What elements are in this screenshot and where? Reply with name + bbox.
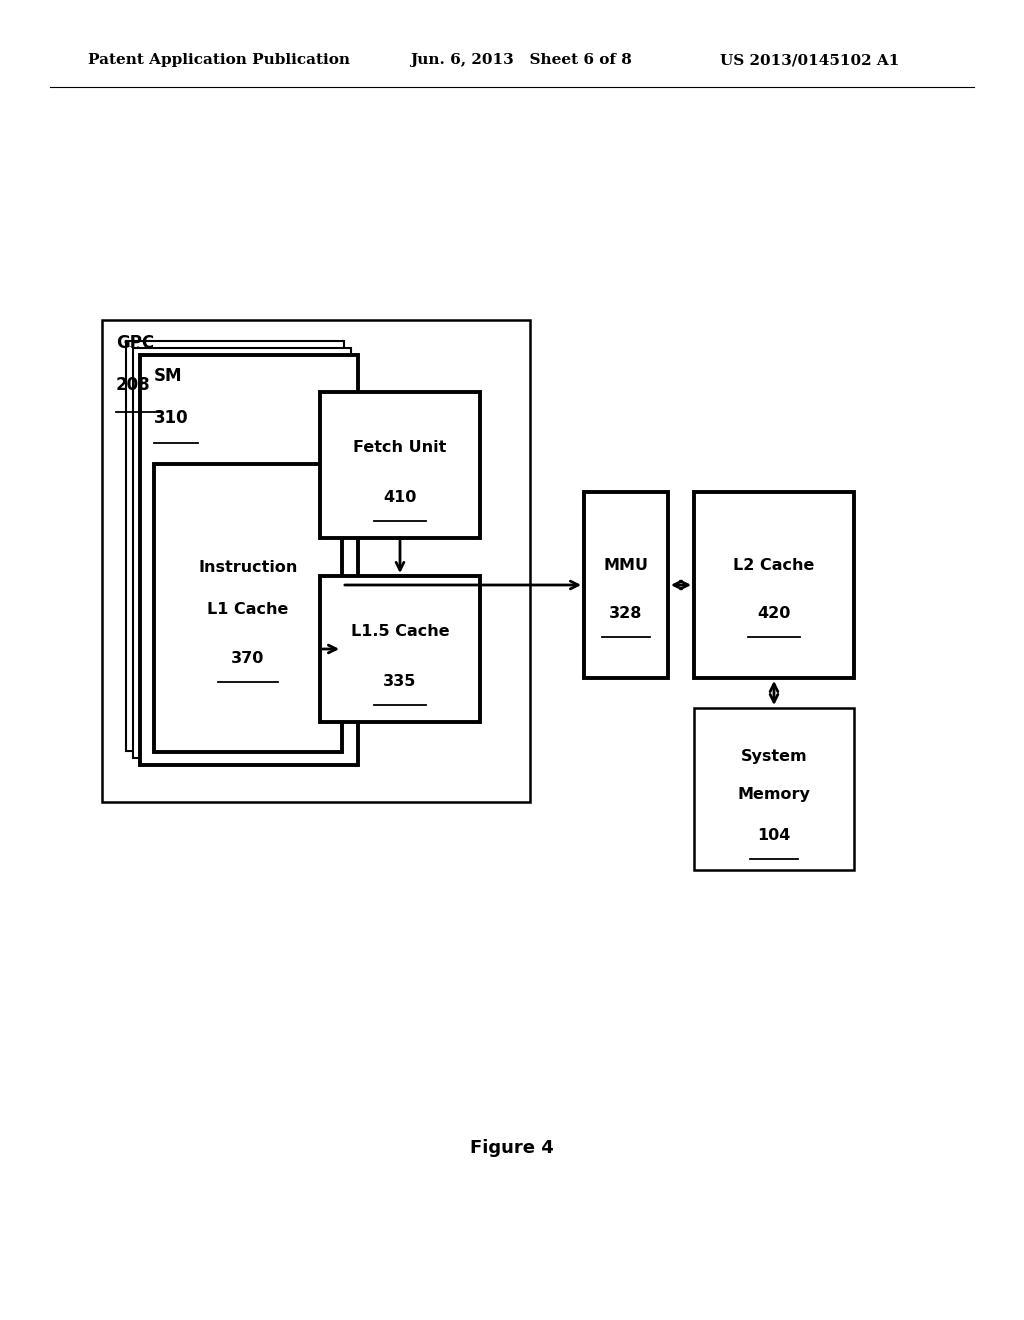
Bar: [694, 708, 854, 870]
Text: Jun. 6, 2013   Sheet 6 of 8: Jun. 6, 2013 Sheet 6 of 8: [410, 53, 632, 67]
Text: 370: 370: [231, 651, 264, 665]
Text: 328: 328: [609, 606, 643, 620]
Text: L1 Cache: L1 Cache: [207, 602, 289, 618]
Text: GPC: GPC: [116, 334, 155, 352]
Bar: [102, 319, 530, 803]
Text: SM: SM: [154, 367, 182, 385]
Text: 335: 335: [383, 673, 417, 689]
Text: 208: 208: [116, 376, 151, 393]
Text: Fetch Unit: Fetch Unit: [353, 440, 446, 454]
Text: . . .: . . .: [129, 339, 146, 348]
Text: MMU: MMU: [603, 557, 648, 573]
Text: Figure 4: Figure 4: [470, 1139, 554, 1158]
Text: 104: 104: [758, 828, 791, 842]
Text: Memory: Memory: [737, 788, 810, 803]
Text: L2 Cache: L2 Cache: [733, 557, 815, 573]
Bar: [584, 492, 668, 678]
Bar: [133, 348, 351, 758]
Text: 420: 420: [758, 606, 791, 620]
Bar: [319, 576, 480, 722]
Bar: [126, 341, 344, 751]
Bar: [140, 355, 358, 766]
Text: Instruction: Instruction: [199, 561, 298, 576]
Text: System: System: [740, 750, 807, 764]
Text: US 2013/0145102 A1: US 2013/0145102 A1: [720, 53, 899, 67]
Text: L1.5 Cache: L1.5 Cache: [350, 623, 450, 639]
Text: 310: 310: [154, 409, 188, 426]
Text: 410: 410: [383, 490, 417, 504]
Text: Patent Application Publication: Patent Application Publication: [88, 53, 350, 67]
Bar: [154, 465, 342, 752]
Bar: [319, 392, 480, 539]
Bar: [694, 492, 854, 678]
